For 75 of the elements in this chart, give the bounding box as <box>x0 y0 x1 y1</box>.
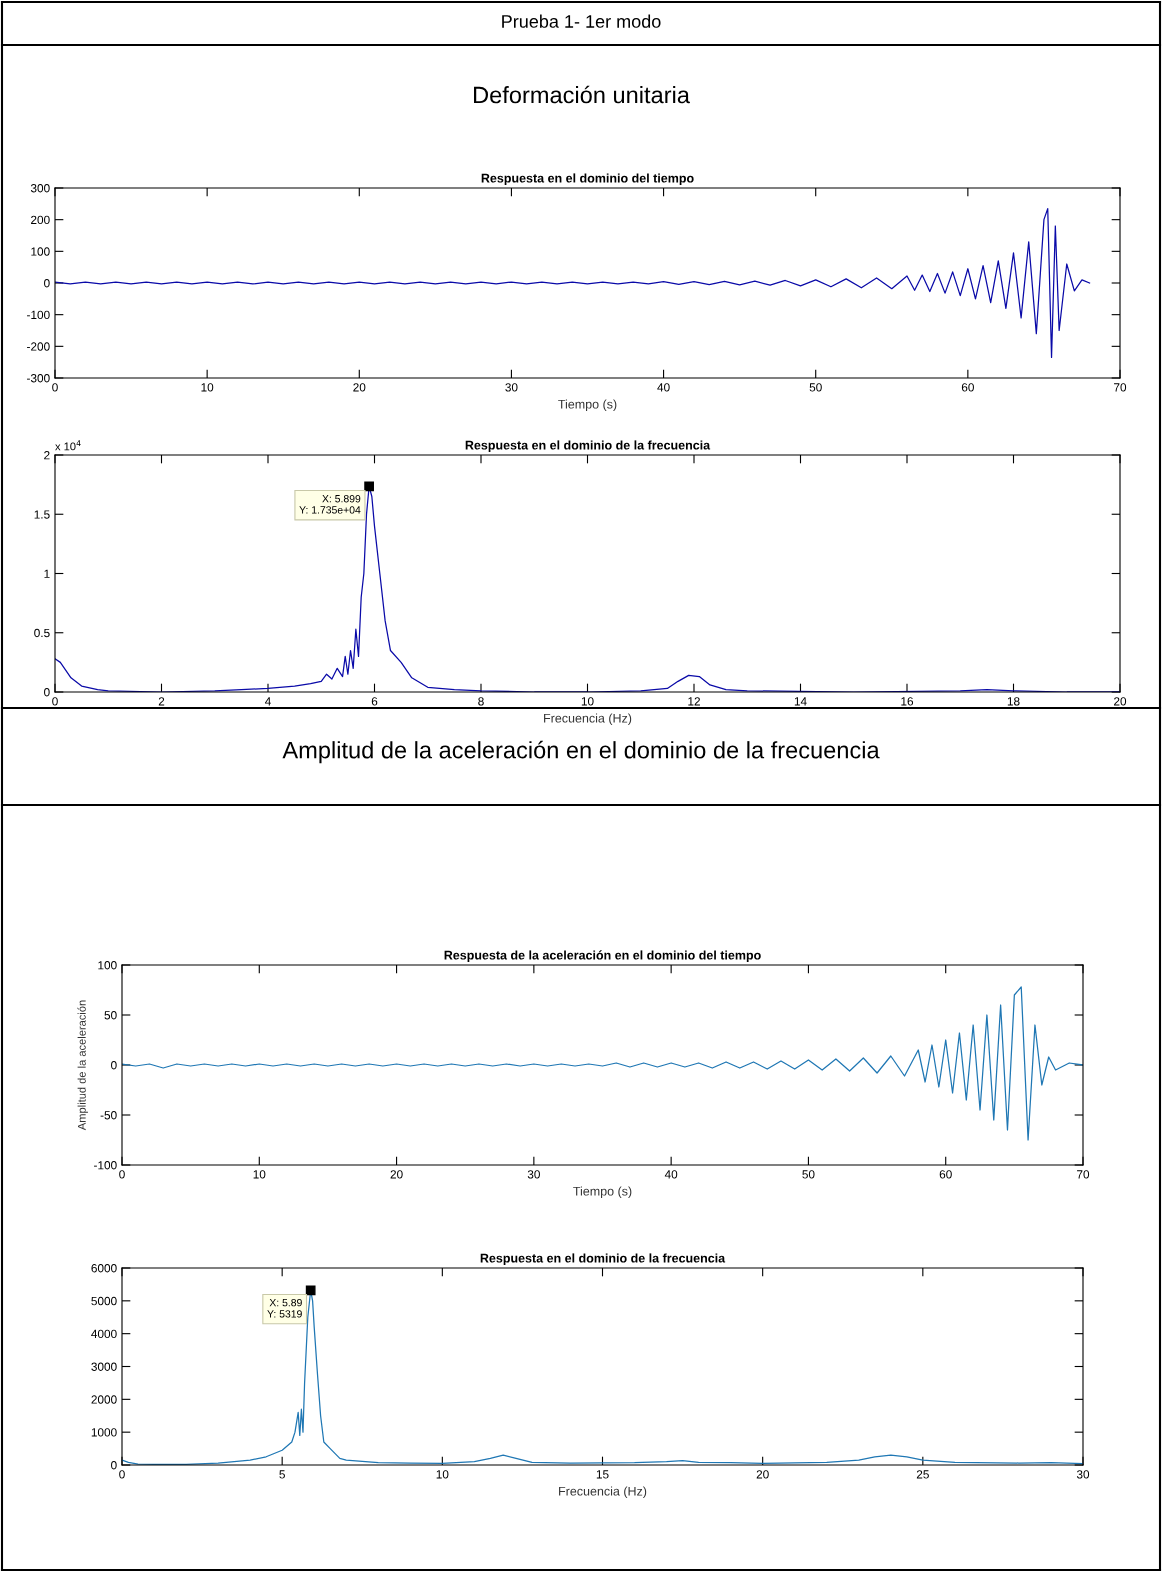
x-tick-label: 10 <box>581 697 594 706</box>
line-series <box>55 207 1091 359</box>
chart-title: Respuesta de la aceleración en el dominio del tiempo <box>444 950 761 963</box>
x-tick-label: 8 <box>478 697 484 706</box>
y-tick-label: 4000 <box>91 1329 117 1339</box>
x-tick-label: 50 <box>809 383 822 392</box>
x-tick-label: 15 <box>596 1470 609 1479</box>
x-tick-label: 30 <box>505 383 518 392</box>
x-tick-label: 50 <box>802 1170 815 1179</box>
y-tick-label: -100 <box>94 1161 117 1170</box>
y-tick-label: 100 <box>31 247 50 256</box>
y-tick-label: 0 <box>111 1461 117 1470</box>
x-tick-label: 30 <box>1076 1470 1090 1479</box>
x-tick-label: 25 <box>916 1470 929 1479</box>
x-tick-label: 0 <box>119 1470 125 1479</box>
y-tick-label: 6000 <box>91 1264 117 1273</box>
x-tick-label: 20 <box>1114 697 1127 706</box>
x-tick-label: 2 <box>158 697 165 706</box>
y-tick-label: 50 <box>104 1011 117 1020</box>
x-tick-label: 14 <box>794 697 807 706</box>
y-tick-label: 3000 <box>91 1362 117 1371</box>
x-tick-label: 40 <box>664 1170 678 1179</box>
line-series <box>122 986 1083 1141</box>
x-tick-label: 6 <box>371 697 378 706</box>
x-axis-title: Tiempo (s) <box>573 1186 632 1199</box>
y-tick-label: 0 <box>111 1061 117 1070</box>
y-tick-label: -50 <box>100 1111 117 1120</box>
x-tick-label: 0 <box>52 383 58 392</box>
x-tick-label: 30 <box>527 1170 540 1179</box>
y-tick-label: 0 <box>44 688 50 697</box>
x-tick-label: 5 <box>279 1470 285 1479</box>
y-tick-label: 1.5 <box>34 510 50 519</box>
y-tick-label: 2000 <box>91 1395 117 1404</box>
chart-title: Respuesta en el dominio de la frecuencia <box>465 440 711 453</box>
x-tick-label: 20 <box>390 1170 403 1179</box>
y-tick-label: 5000 <box>91 1296 117 1306</box>
y-tick-label: 0.5 <box>34 628 50 638</box>
x-tick-label: 20 <box>353 383 366 392</box>
y-tick-label: 1000 <box>91 1428 117 1437</box>
x-axis-title: Tiempo (s) <box>558 399 617 412</box>
x-tick-label: 70 <box>1077 1170 1090 1179</box>
x-tick-label: 10 <box>201 383 214 392</box>
text: Prueba 1- 1er modo <box>502 14 661 28</box>
x-axis-title: Frecuencia (Hz) <box>544 713 632 726</box>
x-tick-label: 12 <box>688 697 700 706</box>
y-tick-label: 100 <box>98 961 117 970</box>
x-tick-label: 4 <box>264 697 271 706</box>
y-tick-label: 2 <box>44 451 50 460</box>
x-tick-label: 70 <box>1114 383 1127 392</box>
annotation: X: 5.89 Y: 5319 <box>267 1298 302 1318</box>
x-axis-title: Frecuencia (Hz) <box>559 1486 647 1499</box>
x-tick-label: 60 <box>961 383 974 392</box>
text: Deformación unitaria <box>474 85 690 104</box>
y-tick-label: -100 <box>27 310 50 320</box>
annotation: X: 5.899 Y: 1.735e+04 <box>299 495 361 514</box>
x-tick-label: 60 <box>939 1170 952 1179</box>
x-tick-label: 0 <box>52 697 58 706</box>
x-tick-label: 16 <box>901 697 914 706</box>
chart-title: Respuesta en el dominio de la frecuencia <box>480 1253 726 1266</box>
x-tick-label: 10 <box>253 1170 266 1179</box>
y-tick-label: -200 <box>27 342 50 351</box>
y-tick-label: 200 <box>31 215 50 225</box>
x-tick-label: 40 <box>657 383 670 392</box>
x-tick-label: 10 <box>436 1470 449 1479</box>
x-tick-label: 0 <box>119 1170 125 1179</box>
y-tick-label: -300 <box>27 374 50 383</box>
y-axis-title: Amplitud de la aceleración <box>77 1000 88 1131</box>
y-tick-label: 1 <box>44 569 50 578</box>
chart-title: Respuesta en el dominio del tiempo <box>481 173 694 186</box>
x-tick-label: 18 <box>1007 697 1020 706</box>
x-tick-label: 20 <box>756 1470 769 1479</box>
y-tick-label: 0 <box>44 279 50 288</box>
text: Amplitud de la aceleración en el dominio de la frecuencia <box>282 740 880 764</box>
y-tick-label: 300 <box>30 184 50 193</box>
text: x 10$^{4}$ <box>55 440 81 451</box>
